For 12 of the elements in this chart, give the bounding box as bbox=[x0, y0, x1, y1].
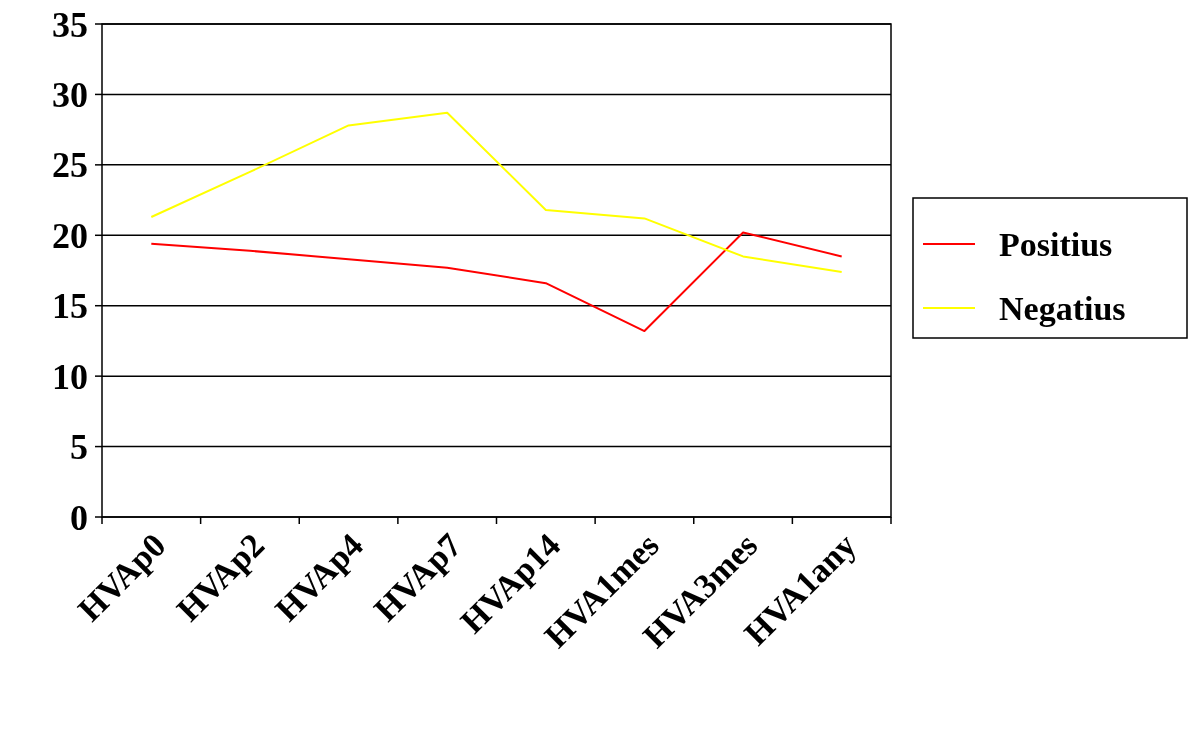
y-tick-label: 25 bbox=[52, 145, 88, 186]
legend-label: Positius bbox=[999, 225, 1113, 263]
legend-label: Negatius bbox=[999, 289, 1126, 327]
y-tick-label: 30 bbox=[52, 75, 88, 116]
y-tick-label: 15 bbox=[52, 286, 88, 327]
y-tick-label: 0 bbox=[70, 497, 88, 538]
line-series bbox=[150, 111, 843, 273]
line-series bbox=[150, 231, 843, 333]
y-tick-label: 5 bbox=[70, 427, 88, 468]
y-tick-label: 35 bbox=[52, 4, 88, 45]
y-tick-label: 20 bbox=[52, 215, 88, 256]
y-tick-label: 10 bbox=[52, 356, 88, 397]
